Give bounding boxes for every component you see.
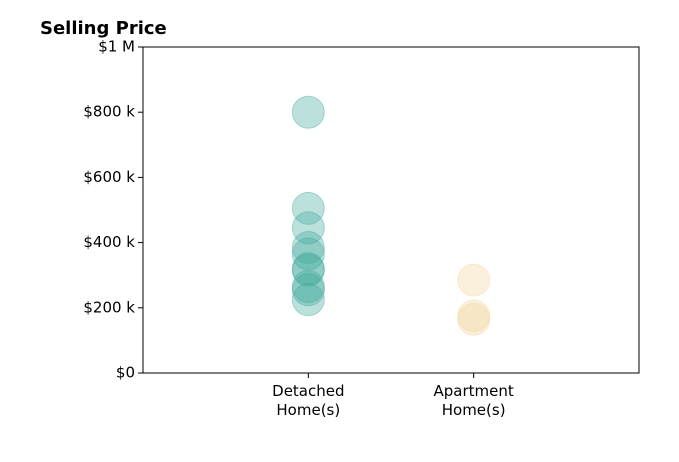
point bbox=[291, 283, 325, 317]
point bbox=[291, 253, 325, 287]
point bbox=[457, 263, 491, 297]
point bbox=[291, 95, 325, 129]
point bbox=[291, 230, 325, 264]
y-tick-label: $800 k bbox=[83, 103, 135, 121]
x-tick-label: Apartment Home(s) bbox=[433, 382, 514, 419]
point bbox=[291, 270, 325, 304]
point bbox=[291, 273, 325, 307]
y-tick-label: $200 k bbox=[83, 298, 135, 316]
y-tick-label: $400 k bbox=[83, 233, 135, 251]
y-tick-label: $1 M bbox=[98, 38, 135, 56]
point bbox=[457, 302, 491, 336]
point bbox=[291, 237, 325, 271]
point bbox=[291, 252, 325, 286]
point bbox=[291, 211, 325, 245]
chart-title: Selling Price bbox=[40, 18, 167, 39]
point bbox=[291, 191, 325, 225]
y-tick-label: $0 bbox=[116, 364, 135, 382]
plot-frame bbox=[142, 46, 640, 374]
y-tick-label: $600 k bbox=[83, 168, 135, 186]
point bbox=[457, 299, 491, 333]
x-tick-label: Detached Home(s) bbox=[272, 382, 345, 419]
